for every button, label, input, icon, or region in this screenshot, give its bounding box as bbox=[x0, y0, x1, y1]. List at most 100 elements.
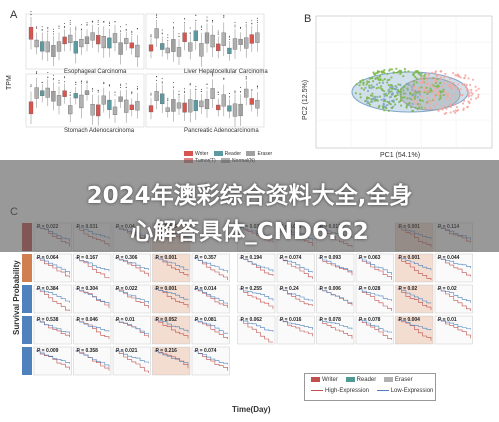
pca-point bbox=[420, 86, 423, 89]
pca-point bbox=[366, 102, 369, 105]
boxplot-outlier bbox=[256, 87, 258, 89]
boxplot-outlier bbox=[80, 81, 82, 83]
boxplot-box bbox=[216, 104, 221, 111]
pca-frame bbox=[315, 15, 493, 149]
km-curve-low bbox=[115, 257, 149, 270]
boxplot-outlier bbox=[206, 19, 208, 21]
boxplot-outlier bbox=[114, 94, 116, 96]
km-curve-low bbox=[36, 319, 70, 335]
pca-point bbox=[381, 89, 384, 92]
pca-point bbox=[381, 81, 385, 85]
boxplot-outlier bbox=[103, 82, 105, 84]
pca-point bbox=[433, 98, 436, 101]
boxplot-outlier bbox=[108, 84, 110, 86]
km-curve-low bbox=[75, 350, 110, 368]
boxplot-box bbox=[62, 90, 67, 97]
km-curve-low bbox=[115, 319, 149, 335]
boxplot-outlier bbox=[120, 86, 122, 88]
boxplot-outlier bbox=[58, 25, 60, 27]
p-value-label: P = 0.02 bbox=[438, 286, 457, 292]
boxplot-outlier bbox=[36, 72, 38, 74]
pca-point bbox=[399, 104, 403, 107]
pca-point bbox=[406, 104, 409, 107]
pca-point bbox=[406, 88, 409, 92]
km-curve-low bbox=[318, 319, 353, 330]
pca-point bbox=[409, 92, 412, 95]
p-value-label: P = 0.357 bbox=[195, 255, 217, 261]
pca-point bbox=[383, 98, 387, 101]
pca-point bbox=[383, 71, 386, 74]
pca-point bbox=[401, 96, 404, 99]
pca-point bbox=[429, 89, 432, 92]
pca-point bbox=[399, 90, 403, 94]
boxplot-outlier bbox=[245, 24, 247, 26]
boxplot-box bbox=[249, 34, 254, 44]
km-curve-high bbox=[279, 319, 313, 337]
pca-point bbox=[428, 73, 431, 76]
boxplot-outlier bbox=[161, 81, 163, 83]
p-value-label: P = 0.009 bbox=[37, 348, 59, 354]
boxplot-outlier bbox=[228, 35, 230, 37]
boxplot-outlier bbox=[92, 20, 94, 22]
legend-reader-label: Reader bbox=[224, 151, 242, 157]
boxplot-outlier bbox=[256, 21, 258, 23]
pca-point bbox=[415, 81, 418, 84]
p-value-label: P = 0.021 bbox=[116, 348, 138, 354]
pca-point bbox=[359, 81, 362, 84]
boxplot-outlier bbox=[245, 77, 247, 79]
pca-point bbox=[390, 76, 393, 79]
km-curve-high bbox=[358, 257, 392, 280]
boxplot-outlier bbox=[206, 16, 208, 18]
pca-point bbox=[382, 100, 385, 103]
km-curve-high bbox=[239, 288, 274, 310]
boxplot-outlier bbox=[75, 29, 77, 31]
km-curve-high bbox=[115, 350, 149, 373]
pca-point bbox=[411, 88, 414, 91]
pca-point bbox=[371, 76, 374, 80]
boxplot-box bbox=[154, 28, 159, 39]
boxplot-box bbox=[45, 41, 50, 53]
pca-point bbox=[390, 68, 394, 71]
boxplot-outlier bbox=[52, 33, 54, 35]
boxplot-outlier bbox=[36, 71, 38, 73]
boxplot-outlier bbox=[161, 77, 163, 79]
boxplot-outlier bbox=[234, 26, 236, 28]
pca-point bbox=[368, 86, 371, 89]
km-cell bbox=[276, 315, 315, 345]
boxplot-outlier bbox=[167, 34, 169, 36]
pca-point bbox=[376, 77, 379, 80]
panel-b-ylabel: PC2 (12.5%) bbox=[302, 79, 309, 120]
pca-point bbox=[418, 93, 422, 96]
pca-point bbox=[469, 98, 473, 101]
km-curve-low bbox=[115, 288, 149, 304]
pca-point bbox=[386, 100, 389, 103]
boxplot-box bbox=[28, 26, 34, 40]
pca-point bbox=[435, 102, 438, 105]
pca-point bbox=[416, 96, 419, 99]
boxplot-box bbox=[238, 103, 243, 117]
boxplot-box bbox=[176, 47, 182, 57]
pca-point bbox=[442, 94, 445, 97]
pca-point bbox=[395, 98, 398, 101]
legend-eraser-label: Eraser bbox=[257, 151, 273, 157]
pca-point bbox=[404, 70, 407, 73]
boxplot-box bbox=[135, 44, 140, 58]
pca-point bbox=[412, 80, 416, 83]
pca-point bbox=[402, 92, 405, 95]
legend-high-label: High-Expression bbox=[325, 388, 370, 394]
pca-point bbox=[421, 96, 424, 99]
pca-point bbox=[392, 99, 395, 102]
pca-point bbox=[425, 83, 428, 86]
boxplot-outlier bbox=[86, 24, 88, 26]
pca-point bbox=[379, 85, 383, 88]
boxplot-outlier bbox=[92, 88, 94, 90]
pca-point bbox=[399, 96, 403, 99]
pca-point bbox=[379, 78, 382, 82]
boxplot-box bbox=[84, 90, 90, 95]
side-tag bbox=[22, 316, 32, 344]
pca-point bbox=[456, 83, 460, 86]
boxplot-outlier bbox=[184, 18, 186, 20]
pca-point bbox=[414, 89, 417, 93]
legend-writer-swatch bbox=[184, 151, 193, 157]
pca-point bbox=[415, 100, 419, 103]
